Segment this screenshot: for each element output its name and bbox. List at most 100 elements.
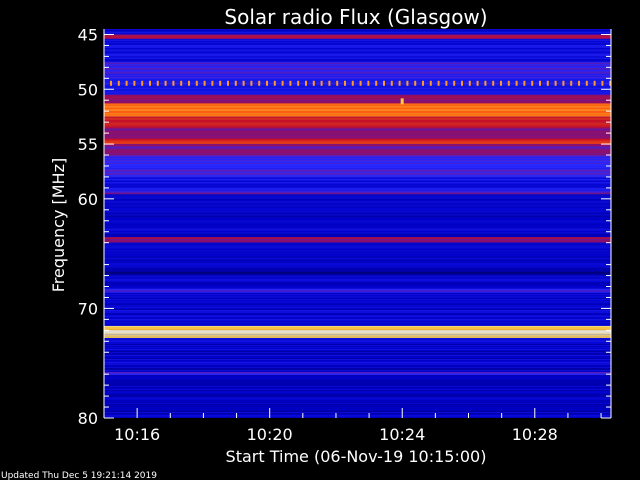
spectral-band [104, 352, 611, 354]
spectral-band [104, 71, 611, 73]
periodic-mark [250, 80, 253, 86]
spectral-band [104, 281, 611, 283]
spectral-band [104, 298, 611, 300]
spectral-band [104, 146, 611, 148]
spectral-band [104, 145, 611, 147]
spectral-band [104, 386, 611, 388]
spectral-band [104, 181, 611, 183]
periodic-mark [367, 80, 370, 86]
spectral-band [104, 53, 611, 55]
spectral-band [104, 369, 611, 371]
spectral-band [104, 125, 611, 127]
spectral-band [104, 320, 611, 322]
spectral-band [104, 377, 611, 379]
spectral-band [104, 309, 611, 311]
spectral-band [104, 255, 611, 257]
spectral-band [104, 88, 611, 90]
spectral-band [104, 315, 611, 317]
spectral-band [104, 279, 611, 281]
spectral-band [104, 325, 611, 327]
spectral-band [104, 345, 611, 347]
spectral-band [104, 259, 611, 261]
spectral-band [104, 258, 611, 260]
spectral-band [104, 239, 611, 241]
spectral-band [104, 263, 611, 265]
spectral-band [104, 118, 611, 120]
periodic-mark [188, 80, 190, 86]
periodic-mark [453, 80, 456, 86]
spectral-band [104, 360, 611, 362]
spectral-band [104, 349, 611, 351]
x-axis-label: Start Time (06-Nov-19 10:15:00) [226, 447, 487, 466]
periodic-mark [211, 80, 214, 86]
spectral-band [104, 353, 611, 355]
spectral-band [104, 41, 611, 43]
spectral-band [104, 249, 611, 251]
spectral-band [104, 273, 611, 275]
spectral-band [104, 206, 611, 208]
spectral-band [104, 346, 611, 348]
spectral-band [104, 58, 611, 60]
spectral-band [104, 354, 611, 356]
spectral-band [104, 216, 611, 218]
spectral-band [104, 264, 611, 266]
spectral-band [104, 391, 611, 393]
x-tick-label: 10:28 [512, 425, 558, 444]
y-axis: 45 50 55 60 70 80 [78, 25, 611, 428]
periodic-mark [515, 80, 518, 86]
spectral-band [104, 186, 611, 188]
spectral-band [104, 220, 611, 222]
spectral-band [104, 161, 611, 163]
spectral-band [104, 174, 611, 176]
spectral-band [104, 313, 611, 315]
spectral-band [104, 106, 611, 108]
spectral-band [104, 197, 611, 199]
spectral-band [104, 169, 611, 171]
spectral-band [104, 194, 611, 196]
spectral-band [104, 203, 611, 205]
spectral-band [104, 210, 611, 212]
spectral-band [104, 117, 611, 119]
spectral-band [104, 46, 611, 48]
spectral-band [104, 319, 611, 321]
periodic-mark [554, 80, 557, 86]
spectral-band [104, 30, 611, 31]
spectral-band [104, 272, 611, 274]
spectral-band [104, 232, 611, 234]
spectral-band [104, 159, 611, 161]
periodic-mark [297, 80, 300, 86]
spectral-band [104, 163, 611, 165]
spectral-band [104, 368, 611, 370]
spectral-band [104, 261, 611, 263]
spectral-band [104, 404, 611, 406]
periodic-mark [429, 80, 432, 86]
spectral-band [104, 350, 611, 352]
spectral-band [104, 87, 611, 89]
periodic-mark [585, 80, 588, 86]
spectral-band [104, 412, 611, 414]
spectral-band [104, 205, 611, 207]
periodic-mark [227, 80, 229, 86]
spectral-band [104, 240, 611, 242]
spectral-band [104, 293, 611, 295]
periodic-mark [203, 80, 206, 86]
periodic-mark [578, 80, 580, 86]
periodic-mark [562, 80, 565, 86]
spectral-band [104, 112, 611, 114]
spectral-band [104, 260, 611, 262]
periodic-mark [180, 80, 183, 86]
spectral-band [104, 123, 611, 125]
spectral-band [104, 33, 611, 34]
spectral-band [104, 124, 611, 126]
spectral-band [104, 393, 611, 395]
spectral-band [104, 148, 611, 150]
spectral-band [104, 101, 611, 103]
spectral-band [104, 35, 611, 37]
spectral-band [104, 95, 611, 97]
spectral-band [104, 325, 611, 326]
spectral-band [104, 286, 611, 288]
spectral-band [104, 380, 611, 382]
spectral-band [104, 131, 611, 133]
spectral-band [104, 373, 611, 375]
